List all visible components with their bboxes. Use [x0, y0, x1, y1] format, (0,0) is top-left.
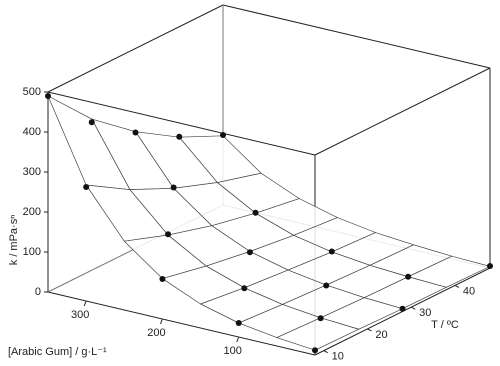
- y-tick-label: 30: [419, 307, 431, 319]
- data-point: [399, 305, 406, 312]
- data-point: [312, 347, 318, 354]
- data-point: [159, 276, 166, 282]
- data-point: [323, 282, 330, 289]
- box-edge: [47, 4, 224, 93]
- data-point: [132, 129, 139, 136]
- x-axis-label: [Arabic Gum] / g·L⁻¹: [8, 346, 107, 358]
- data-point: [487, 263, 493, 269]
- x-tick: [236, 336, 240, 343]
- data-point: [165, 231, 172, 238]
- y-tick: [323, 350, 328, 354]
- data-point: [88, 119, 95, 126]
- box-edge: [222, 4, 491, 69]
- y-axis-label: T / ºC: [431, 319, 459, 331]
- z-tick-label: 100: [23, 246, 41, 258]
- z-tick-label: 300: [23, 166, 41, 178]
- x-tick-label: 300: [71, 309, 89, 321]
- x-tick: [83, 300, 87, 307]
- y-tick: [411, 306, 416, 310]
- data-point: [241, 285, 248, 292]
- data-point: [45, 93, 51, 99]
- z-tick-label: 400: [23, 126, 41, 138]
- data-point: [176, 133, 183, 140]
- box-edge: [47, 291, 316, 356]
- y-tick-label: 40: [463, 285, 475, 297]
- z-axis-label: k / mPa·sⁿ: [8, 215, 20, 265]
- z-tick-label: 200: [23, 206, 41, 218]
- y-tick: [367, 328, 372, 332]
- z-tick-label: 0: [35, 286, 41, 298]
- x-tick: [159, 318, 163, 325]
- z-tick-label: 500: [23, 86, 41, 98]
- data-point: [235, 320, 242, 326]
- data-point: [170, 184, 177, 191]
- y-tick: [454, 284, 460, 288]
- data-point: [328, 248, 335, 255]
- data-point: [317, 315, 324, 322]
- box-edge: [47, 91, 316, 156]
- box-edge: [314, 67, 491, 156]
- data-point: [83, 184, 90, 190]
- x-tick-label: 200: [147, 327, 165, 339]
- y-tick-label: 20: [375, 329, 387, 341]
- data-point: [405, 273, 412, 280]
- y-tick-label: 10: [332, 351, 344, 363]
- data-point: [246, 249, 253, 256]
- x-tick-label: 100: [224, 345, 242, 357]
- data-point: [252, 209, 259, 216]
- data-point: [220, 132, 226, 138]
